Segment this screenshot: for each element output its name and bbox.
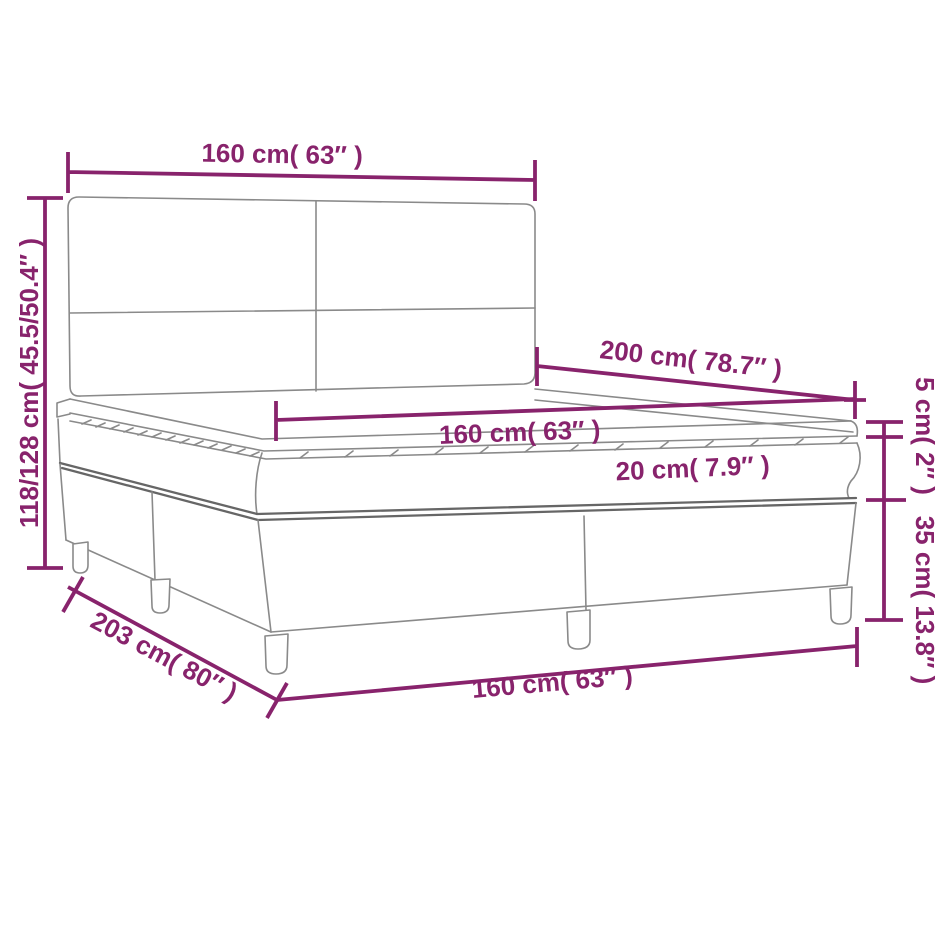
dim-overall-height-label: 118/128 cm( 45.5/50.4″ )	[14, 238, 44, 528]
mattress-piping-hatches-left	[81, 419, 260, 457]
bed-illustration	[56, 196, 861, 675]
dimension-line-overall-height	[27, 196, 63, 570]
dimension-annotations: 160 cm( 63″ ) 118/128 cm( 45.5/50.4″ ) 2…	[14, 138, 940, 719]
dimension-line-mattress-width	[274, 397, 856, 441]
topper-mattress-right-seam	[534, 399, 854, 433]
dimension-line-headboard-width	[66, 152, 537, 201]
base-back-left-corner-edge	[59, 463, 67, 541]
dim-mattress-thickness-label: 20 cm( 7.9″ )	[615, 450, 770, 487]
bed-leg	[829, 586, 853, 625]
bed-leg	[264, 633, 289, 675]
dim-mattress-width-label: 160 cm( 63″ )	[439, 414, 601, 450]
mattress-front-right-corner	[846, 442, 861, 499]
bed-leg	[150, 578, 171, 614]
dim-topper-thickness-label: 5 cm( 2″ )	[910, 377, 940, 495]
base-front-right-corner-edge	[846, 502, 857, 586]
topper-right-corner	[850, 420, 859, 437]
dim-base-length-label: 203 cm( 80″ )	[86, 605, 243, 707]
base-left-side-divider	[151, 491, 156, 581]
dimension-line-base-length	[61, 576, 289, 719]
dimension-line-thickness-stack	[865, 420, 906, 622]
dimension-line-length	[535, 347, 866, 419]
dim-base-height-label: 35 cm( 13.8″ )	[910, 516, 940, 685]
bed-leg	[72, 541, 89, 574]
topper-bottom-edge	[69, 412, 858, 452]
dim-base-width-label: 160 cm( 63″ )	[471, 660, 634, 704]
dim-headboard-width-label: 160 cm( 63″ )	[201, 138, 363, 171]
headboard-horizontal-seam	[69, 307, 536, 314]
bed-leg	[566, 609, 591, 650]
mattress-bottom-edge	[58, 461, 858, 516]
topper-top-edge	[69, 398, 852, 440]
mattress-piping-hatches-front	[299, 436, 849, 459]
headboard-panel	[67, 196, 536, 397]
base-front-left-corner-edge	[257, 519, 272, 633]
dimension-line-base-width	[276, 627, 859, 702]
base-bottom-front-edge	[270, 584, 848, 633]
mattress-front-left-corner	[254, 452, 263, 515]
topper-back-left-corner	[56, 398, 71, 464]
base-front-divider	[583, 515, 587, 611]
